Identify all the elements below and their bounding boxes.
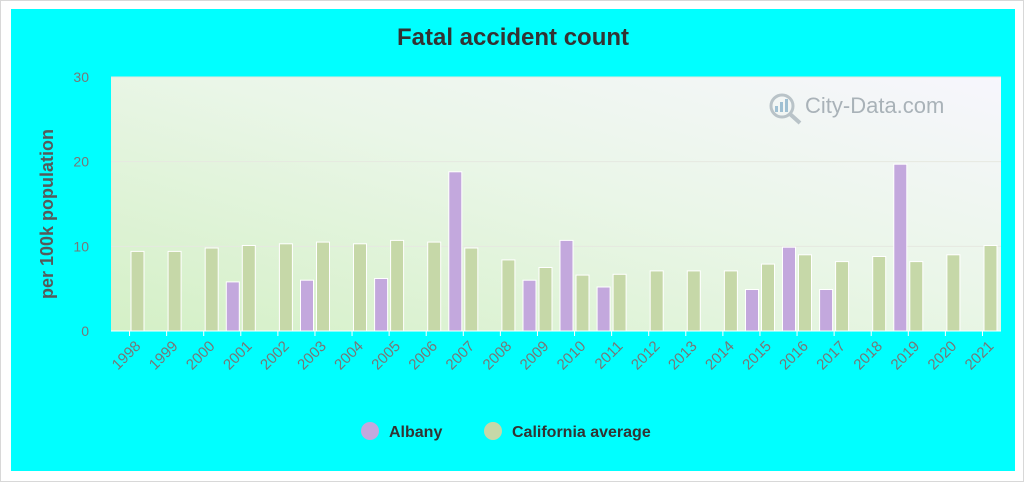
bar-california-average bbox=[761, 263, 775, 332]
y-tick-label: 0 bbox=[81, 323, 89, 339]
x-tick-label: 2004 bbox=[331, 338, 367, 374]
y-axis-label: per 100k population bbox=[37, 129, 57, 299]
bar-california-average bbox=[983, 245, 998, 332]
legend-swatch bbox=[484, 422, 502, 440]
bar-california-average bbox=[501, 259, 516, 332]
bar-albany bbox=[374, 278, 389, 332]
x-tick-label: 2012 bbox=[628, 338, 664, 374]
bar-california-average bbox=[686, 270, 701, 332]
x-tick-label: 2005 bbox=[368, 338, 404, 374]
watermark-text: City-Data.com bbox=[805, 93, 944, 118]
y-tick-label: 30 bbox=[73, 69, 89, 85]
x-tick-label: 2009 bbox=[517, 338, 553, 374]
bar-california-average bbox=[316, 241, 330, 332]
x-tick-label: 2017 bbox=[813, 338, 849, 374]
legend-swatch bbox=[361, 422, 379, 440]
bar-california-average bbox=[278, 243, 293, 332]
chart-title: Fatal accident count bbox=[397, 24, 629, 51]
watermark-magnifier-handle bbox=[788, 112, 802, 125]
x-tick-label: 2010 bbox=[554, 338, 590, 374]
bar-california-average bbox=[649, 270, 664, 332]
watermark: City-Data.com bbox=[769, 93, 944, 125]
bar-california-average bbox=[872, 256, 887, 332]
y-tick-label: 10 bbox=[73, 238, 89, 254]
x-tick-label: 2011 bbox=[592, 338, 627, 373]
watermark-bar-icon bbox=[785, 99, 788, 112]
grid-lines bbox=[111, 76, 1001, 247]
bar-albany bbox=[596, 286, 611, 332]
bar-california-average bbox=[167, 250, 182, 332]
x-tick-label: 2021 bbox=[962, 338, 998, 374]
bar-california-average bbox=[464, 247, 479, 332]
legend-label: Albany bbox=[389, 424, 442, 441]
bar-california-average bbox=[204, 247, 219, 332]
y-tick-label: 20 bbox=[73, 154, 89, 170]
bar-albany bbox=[782, 246, 796, 332]
bar-albany bbox=[893, 163, 908, 332]
bar-albany bbox=[559, 239, 574, 332]
x-tick-label: 1998 bbox=[109, 338, 145, 374]
bar-california-average bbox=[612, 273, 627, 332]
bar-california-average bbox=[909, 261, 924, 332]
x-tick-label: 2003 bbox=[294, 338, 330, 374]
bar-albany bbox=[300, 279, 314, 332]
watermark-bar-icon bbox=[780, 102, 783, 112]
fatal-accident-chart: Fatal accident count City-Data.com 0 10 20… bbox=[37, 24, 1001, 441]
bar-california-average bbox=[798, 254, 812, 332]
x-tick-label: 2007 bbox=[443, 338, 479, 374]
bar-california-average bbox=[390, 239, 405, 332]
bar-albany bbox=[745, 289, 759, 332]
x-tick-label: 2014 bbox=[702, 338, 738, 374]
bar-albany bbox=[448, 171, 463, 332]
x-tick-label: 2001 bbox=[220, 338, 256, 374]
bar-california-average bbox=[427, 241, 442, 332]
y-axis-ticks: 0 10 20 30 bbox=[73, 69, 89, 339]
x-tick-label: 1999 bbox=[146, 338, 182, 374]
bar-california-average bbox=[835, 261, 850, 332]
bar-albany bbox=[522, 279, 537, 332]
bars-group bbox=[130, 163, 998, 332]
watermark-bar-icon bbox=[775, 106, 778, 112]
plot-area bbox=[111, 77, 1001, 331]
x-tick-label: 2015 bbox=[739, 338, 775, 374]
bar-california-average bbox=[946, 254, 961, 332]
x-tick-label: 2013 bbox=[665, 338, 701, 374]
x-tick-label: 2002 bbox=[257, 338, 293, 374]
bar-albany bbox=[225, 281, 240, 332]
bar-california-average bbox=[130, 250, 145, 332]
chart-panel: Fatal accident count City-Data.com 0 10 20… bbox=[11, 9, 1015, 471]
legend-label: California average bbox=[512, 424, 651, 441]
bar-albany bbox=[819, 289, 834, 332]
x-tick-label: 2020 bbox=[925, 338, 961, 374]
x-tick-label: 2008 bbox=[480, 338, 516, 374]
bar-california-average bbox=[723, 270, 738, 332]
x-tick-label: 2018 bbox=[850, 338, 886, 374]
x-tick-label: 2006 bbox=[405, 338, 441, 374]
x-tick-label: 2016 bbox=[776, 338, 812, 374]
bar-california-average bbox=[241, 245, 256, 332]
x-tick-label: 2000 bbox=[183, 338, 219, 374]
bar-california-average bbox=[575, 274, 590, 332]
watermark-magnifier-icon bbox=[769, 93, 795, 119]
x-axis-ticks: 1998 1999 2000 2001 2002 2003 2004 2005 2006 2007… bbox=[109, 330, 1001, 374]
legend: Albany California average bbox=[361, 422, 651, 441]
x-tick-label: 2019 bbox=[888, 338, 924, 374]
bar-california-average bbox=[538, 267, 553, 332]
bar-california-average bbox=[353, 243, 367, 332]
